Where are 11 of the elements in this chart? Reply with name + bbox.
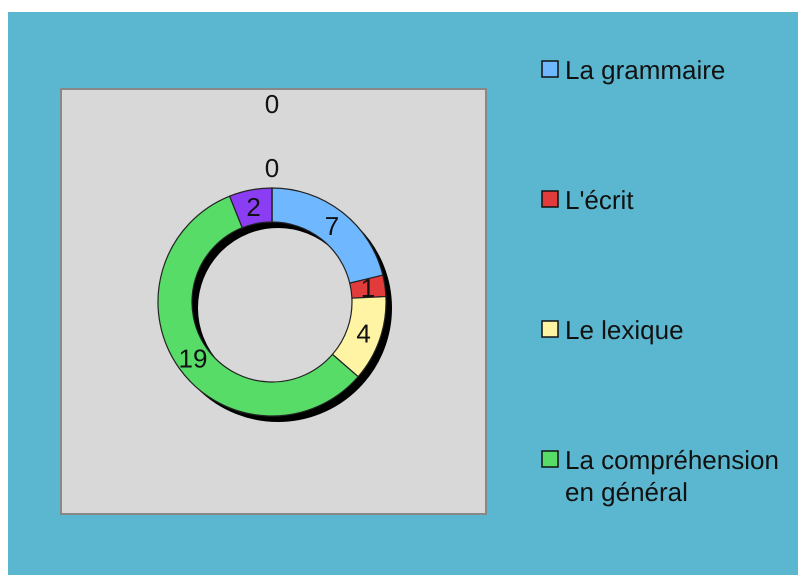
data-label: 7 [324, 210, 340, 241]
text: 0 [264, 153, 280, 183]
data-label: 4 [356, 318, 371, 349]
legend-label: Le lexique [565, 315, 684, 345]
legend-label: La compréhension en général [565, 445, 779, 507]
data-label: 19 [178, 343, 208, 374]
text: 0 [264, 89, 280, 119]
legend-label: La grammaire [565, 55, 726, 85]
data-label: 1 [360, 273, 376, 304]
legend-label: L'écrit [565, 185, 634, 215]
data-label: 2 [246, 192, 261, 222]
